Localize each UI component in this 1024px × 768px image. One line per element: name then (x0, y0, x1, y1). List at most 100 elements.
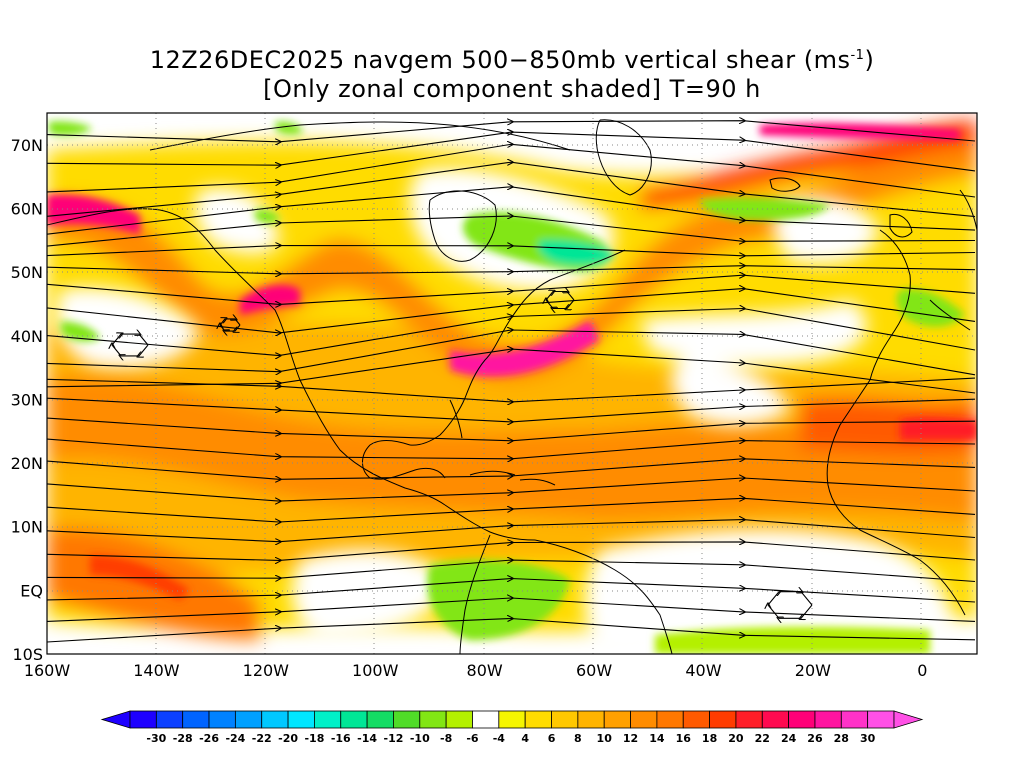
streamline (47, 330, 976, 376)
colorbar-box (445, 710, 473, 729)
colorbar-label: 10 (597, 732, 613, 745)
colorbar-label: -16 (331, 732, 351, 745)
streamline (47, 560, 976, 583)
latitude-label: 20N (11, 454, 43, 473)
longitude-label: 0 (917, 661, 927, 680)
longitude-label: 140W (133, 661, 180, 680)
colorbar-box (393, 710, 421, 729)
colorbar-box (340, 710, 368, 729)
streamline (47, 144, 976, 198)
streamline (47, 132, 976, 172)
longitude-label: 40W (685, 661, 721, 680)
colorbar-label: 4 (521, 732, 529, 745)
latitude-label: 70N (11, 136, 43, 155)
colorbar-box (788, 710, 816, 729)
longitude-label: 80W (467, 661, 503, 680)
colorbar-label: -8 (440, 732, 452, 745)
colorbar-box (656, 710, 684, 729)
colorbar-box (234, 710, 263, 729)
streamline (47, 187, 976, 235)
streamline (47, 619, 976, 643)
colorbar-label: 28 (834, 732, 849, 745)
colorbar-label: 24 (781, 732, 797, 745)
plot-frame (46, 112, 978, 655)
streamline (220, 319, 241, 331)
colorbar-box (735, 710, 763, 729)
latitude-label: 10S (12, 645, 43, 664)
colorbar-box (129, 710, 157, 729)
streamline (47, 520, 976, 542)
colorbar-box (630, 710, 658, 729)
colorbar-label: 20 (728, 732, 744, 745)
colorbar-label: -14 (357, 732, 377, 745)
colorbar-box (314, 710, 342, 729)
colorbar-label: -20 (278, 732, 298, 745)
colorbar-label: -28 (173, 732, 193, 745)
colorbar-label: 26 (807, 732, 823, 745)
colorbar-label: 30 (860, 732, 876, 745)
colorbar-box (261, 710, 289, 729)
colorbar-box (551, 710, 579, 729)
latitude-label: EQ (20, 581, 43, 600)
colorbar-label: -22 (252, 732, 272, 745)
title-line-2: [Only zonal component shaded] T=90 h (263, 75, 761, 103)
streamline (47, 542, 976, 561)
colorbar-label: -4 (493, 732, 506, 745)
colorbar-arrow-left (100, 710, 131, 729)
colorbar-label: 8 (574, 732, 582, 745)
streamline (112, 334, 149, 356)
colorbar-box (498, 710, 526, 729)
streamline (546, 292, 575, 309)
streamline (47, 377, 976, 402)
colorbar-label: -24 (225, 732, 245, 745)
colorbar-label: 18 (702, 732, 717, 745)
latitude-label: 30N (11, 390, 43, 409)
streamline (47, 478, 976, 501)
colorbar-box (761, 710, 790, 729)
streamline (768, 592, 813, 619)
colorbar-label: 12 (623, 732, 638, 745)
streamlines (47, 121, 976, 643)
colorbar-label: -12 (384, 732, 404, 745)
colorbar-box (287, 710, 315, 729)
longitude-labels: 160W 140W 120W 100W 80W 60W 40W 20W 0 (24, 661, 928, 680)
colorbar-box (814, 710, 842, 729)
colorbar-box (840, 710, 869, 729)
streamline (47, 162, 976, 218)
title-units-superscript: -1 (850, 48, 865, 63)
colorbar-box (577, 710, 605, 729)
streamline (47, 266, 976, 274)
latitude-label: 50N (11, 263, 43, 282)
colorbar-arrow-right (893, 710, 924, 729)
streamline (47, 309, 976, 356)
longitude-label: 160W (24, 661, 71, 680)
title-line-1-text: 12Z26DEC2025 navgem 500−850mb vertical s… (149, 46, 851, 74)
colorbar-label: 6 (548, 732, 556, 745)
streamline (47, 121, 976, 142)
colorbar-box (472, 710, 500, 729)
latitude-label: 40N (11, 327, 43, 346)
colorbar-box (709, 710, 737, 729)
title-line-1: 12Z26DEC2025 navgem 500−850mb vertical s… (0, 46, 1024, 74)
latitude-labels: 70N 60N 50N 40N 30N 20N 10N EQ 10S (11, 136, 43, 664)
title-line-1-suffix: ) (864, 46, 875, 74)
streamline (47, 598, 976, 622)
latitude-label: 10N (11, 518, 43, 537)
latitude-label: 60N (11, 199, 43, 218)
colorbar-box (524, 710, 552, 729)
colorbar-box (682, 710, 710, 729)
colorbar-label: 14 (649, 732, 665, 745)
colorbar-box (603, 710, 631, 729)
colorbar-label: -18 (304, 732, 324, 745)
longitude-label: 20W (795, 661, 831, 680)
colorbar-label: -10 (410, 732, 430, 745)
longitude-label: 100W (352, 661, 399, 680)
colorbar: -30 -28 -26 -24 -22 -20 -18 -16 -14 -12 -10 -8 -6 -4 4… (100, 710, 924, 745)
streamline (47, 498, 976, 522)
colorbar-label: -30 (146, 732, 166, 745)
colorbar-label: -26 (199, 732, 219, 745)
colorbar-box (867, 710, 895, 729)
colorbar-box (182, 710, 210, 729)
